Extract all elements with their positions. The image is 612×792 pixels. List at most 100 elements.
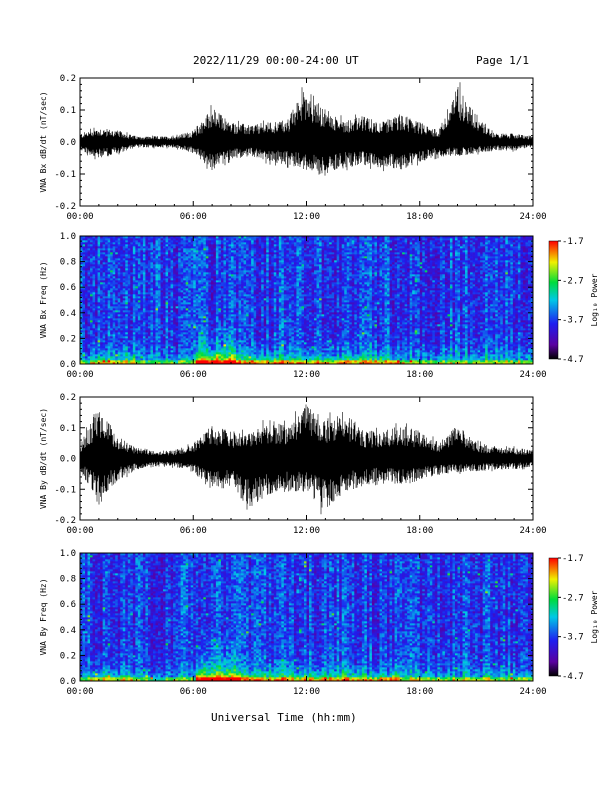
heat-cell (80, 356, 83, 359)
heat-cell (233, 268, 237, 271)
heat-cell (152, 262, 156, 265)
heat-cell (220, 290, 224, 293)
heat-cell (122, 246, 126, 249)
heat-cell (147, 326, 151, 329)
heat-cell (87, 346, 91, 349)
heat-cell (266, 280, 270, 283)
heat-cell (263, 284, 267, 287)
heat-cell (228, 254, 232, 257)
heat-cell (158, 336, 161, 339)
heat-cell (183, 304, 187, 307)
heat-cell (170, 238, 174, 241)
heat-cell (213, 344, 217, 347)
heat-cell (163, 296, 166, 299)
heat-cell (243, 332, 247, 335)
heat-cell (175, 242, 179, 245)
heat-cell (220, 302, 224, 305)
heat-cell (185, 354, 189, 357)
heat-cell (213, 350, 217, 353)
heat-cell (241, 254, 244, 257)
heat-cell (178, 288, 182, 291)
heat-cell (130, 252, 134, 255)
heat-cell (231, 262, 234, 265)
heat-cell (231, 354, 234, 357)
heat-cell (193, 274, 197, 277)
heat-cell (208, 362, 212, 365)
heat-cell (173, 266, 176, 269)
heat-cell (80, 316, 83, 319)
heat-cell (251, 266, 254, 269)
heat-cell (112, 314, 116, 317)
heat-cell (258, 316, 262, 319)
heat-cell (266, 316, 270, 319)
heat-cell (125, 318, 129, 321)
heat-cell (271, 322, 275, 325)
heat-cell (220, 348, 224, 351)
heat-cell (213, 246, 217, 249)
heat-cell (236, 308, 239, 311)
heat-cell (193, 336, 197, 339)
heat-cell (105, 246, 109, 249)
heat-cell (195, 262, 199, 265)
heat-cell (127, 296, 131, 299)
heat-cell (188, 296, 192, 299)
heat-cell (152, 360, 156, 363)
heat-cell (147, 322, 151, 325)
heat-cell (251, 294, 254, 297)
heat-cell (80, 336, 83, 339)
heat-cell (190, 254, 194, 257)
heat-cell (225, 312, 229, 315)
heat-cell (117, 252, 121, 255)
heat-cell (173, 352, 176, 355)
heat-cell (268, 312, 272, 315)
heat-cell (175, 284, 179, 287)
heat-cell (185, 342, 189, 345)
heat-cell (238, 356, 242, 359)
heat-cell (220, 296, 224, 299)
heat-cell (145, 312, 149, 315)
heat-cell (228, 250, 232, 253)
heat-cell (246, 282, 249, 285)
heat-cell (115, 276, 119, 279)
heat-cell (125, 338, 129, 341)
heat-cell (90, 286, 93, 289)
heat-cell (152, 252, 156, 255)
heat-cell (158, 254, 161, 257)
heat-cell (213, 358, 217, 361)
heat-cell (130, 356, 134, 359)
heat-cell (173, 348, 176, 351)
heat-cell (112, 242, 116, 245)
heat-cell (203, 298, 207, 301)
heat-cell (178, 332, 182, 335)
heat-cell (215, 260, 219, 263)
heat-cell (130, 354, 134, 357)
heat-cell (200, 242, 204, 245)
heat-cell (170, 356, 174, 359)
heat-cell (150, 354, 154, 357)
heat-cell (251, 240, 254, 243)
heat-cell (145, 264, 149, 267)
heat-cell (117, 332, 121, 335)
heat-cell (117, 324, 121, 327)
heat-cell (158, 278, 161, 281)
heat-cell (112, 280, 116, 283)
heat-cell (225, 248, 229, 251)
heat-cell (195, 286, 199, 289)
heat-cell (142, 350, 146, 353)
heat-cell (173, 290, 176, 293)
heat-cell (256, 356, 260, 359)
heat-cell (190, 338, 194, 341)
heat-cell (87, 344, 91, 347)
heat-cell (198, 250, 202, 253)
heat-cell (142, 272, 146, 275)
heat-cell (236, 302, 239, 305)
heat-cell (102, 272, 106, 275)
heat-cell (150, 336, 154, 339)
heat-cell (268, 274, 272, 277)
heat-cell (150, 268, 154, 271)
heat-cell (107, 360, 111, 363)
heat-cell (246, 304, 249, 307)
heat-cell (117, 278, 121, 281)
heat-cell (163, 286, 166, 289)
heat-cell (218, 322, 222, 325)
